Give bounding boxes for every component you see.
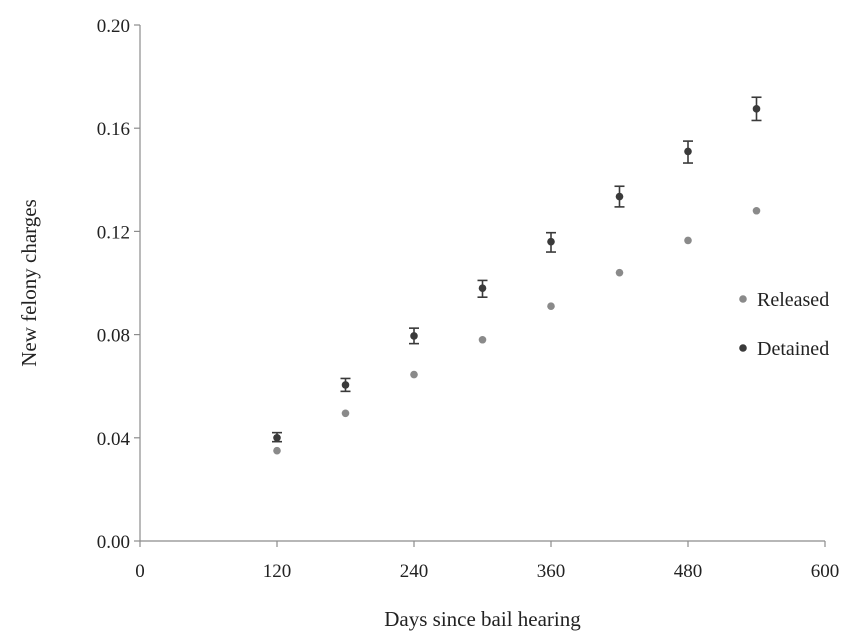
data-point-detained xyxy=(410,332,418,340)
data-point-released xyxy=(478,335,487,344)
legend-label-detained: Detained xyxy=(757,338,829,360)
y-tick-label: 0.20 xyxy=(97,16,130,37)
data-point-released xyxy=(273,446,281,455)
legend-marker-detained xyxy=(739,344,747,352)
axes xyxy=(139,25,825,542)
y-axis-label: New felony charges xyxy=(17,199,41,367)
data-point-detained xyxy=(341,381,350,389)
data-point-detained xyxy=(684,147,692,156)
y-axis-ticks: 0.00 0.04 0.08 0.12 0.16 0.20 xyxy=(97,16,140,553)
data-point-detained xyxy=(615,192,624,201)
x-tick-label: 240 xyxy=(400,561,429,582)
data-point-released xyxy=(684,236,692,245)
x-axis-label: Days since bail hearing xyxy=(384,607,581,631)
data-point-detained xyxy=(478,284,487,292)
y-tick-label: 0.00 xyxy=(97,532,130,553)
legend: Released Detained xyxy=(739,289,829,360)
x-tick-label: 600 xyxy=(811,561,840,582)
data-point-released xyxy=(547,302,555,311)
data-point-detained xyxy=(547,237,555,246)
x-tick-label: 480 xyxy=(674,561,703,582)
y-tick-label: 0.12 xyxy=(97,222,130,243)
legend-marker-released xyxy=(739,295,747,303)
legend-label-released: Released xyxy=(757,289,829,311)
y-tick-label: 0.16 xyxy=(97,119,130,140)
y-tick-label: 0.08 xyxy=(97,326,130,347)
x-tick-label: 0 xyxy=(135,561,145,582)
data-point-detained xyxy=(752,105,761,113)
y-tick-label: 0.04 xyxy=(97,429,131,450)
data-point-released xyxy=(410,370,418,379)
x-axis-ticks: 0 120 240 360 480 600 xyxy=(135,541,839,582)
data-point-released xyxy=(615,268,624,277)
x-tick-label: 360 xyxy=(537,561,566,582)
data-point-released xyxy=(752,206,761,215)
data-point-detained xyxy=(273,434,281,442)
x-tick-label: 120 xyxy=(263,561,292,582)
data-points xyxy=(273,105,761,455)
data-point-released xyxy=(341,409,350,418)
